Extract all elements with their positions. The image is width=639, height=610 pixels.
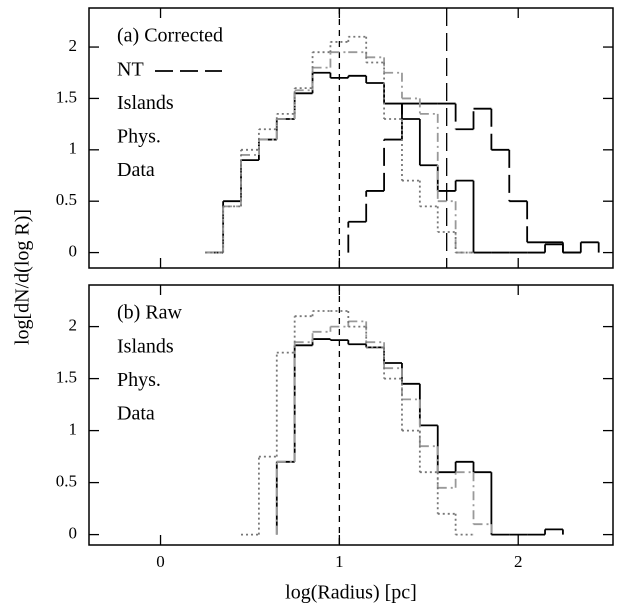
panel-label: (a) Corrected [117,25,223,47]
x-tick-label: 2 [514,552,523,571]
y-tick-label: 0.5 [56,190,77,209]
plot-frame [88,284,614,546]
y-tick-label: 1 [69,139,78,158]
plot-frame [88,7,614,269]
y-axis-label: log[dN/d(log R)] [12,209,34,345]
legend-label: NT [117,59,144,81]
y-tick-label: 1 [69,420,78,439]
legend-label: Data [117,159,155,181]
panel-label: (b) Raw [117,302,183,324]
y-tick-label: 0 [69,241,78,260]
legend-label: Islands [117,336,174,358]
x-tick-label: 0 [156,552,165,571]
y-tick-label: 2 [69,36,78,55]
x-tick-label: 1 [335,552,344,571]
y-tick-label: 2 [69,316,78,335]
legend-label: Islands [117,92,174,114]
x-axis-label: log(Radius) [pc] [285,582,417,604]
y-tick-label: 0 [69,524,78,543]
legend-label: Data [117,403,155,425]
y-tick-label: 1.5 [56,87,77,106]
legend-label: Phys. [117,126,161,148]
legend-label: Phys. [117,369,161,391]
y-tick-label: 0.5 [56,472,77,491]
y-tick-label: 1.5 [56,368,77,387]
